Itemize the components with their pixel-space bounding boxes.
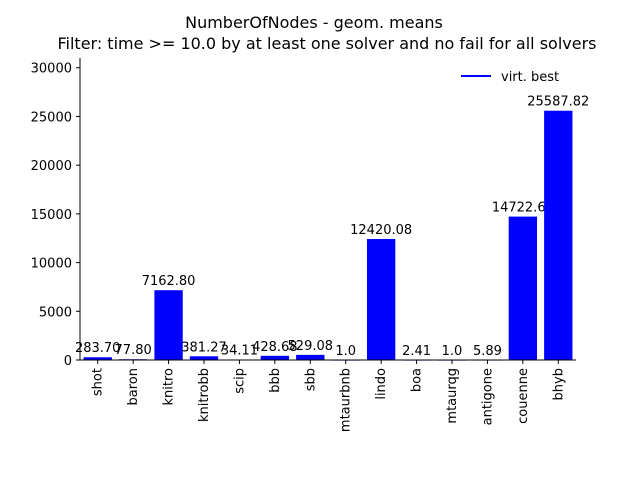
y-tick-label: 0 (64, 354, 72, 369)
y-tick-label: 30000 (31, 62, 72, 77)
bar-value-label: 34.11 (221, 344, 258, 359)
x-tick-label: sbb (303, 368, 318, 391)
bar (544, 110, 573, 361)
legend: virt. best (461, 70, 559, 85)
x-tick-label: mtaurqg (445, 368, 460, 424)
bar-value-label: 25587.82 (527, 95, 589, 110)
chart-subtitle: Filter: time >= 10.0 by at least one sol… (57, 34, 596, 53)
bar-value-label: 7162.80 (142, 274, 196, 289)
x-tick-label: antigone (480, 368, 495, 425)
x-tick-label: bhyb (551, 368, 566, 400)
x-tick-label: baron (126, 368, 141, 405)
bar-value-label: 529.08 (288, 339, 334, 354)
legend-label: virt. best (501, 70, 559, 85)
bar-value-label: 14722.67 (492, 201, 554, 216)
bar-value-label: 2.41 (402, 344, 431, 359)
bar-value-label: 1.0 (335, 344, 356, 359)
bar (83, 357, 112, 360)
bar-value-label: 1.0 (442, 344, 463, 359)
bar-value-label: 5.89 (473, 344, 502, 359)
y-tick-label: 5000 (39, 305, 72, 320)
bar (296, 354, 325, 360)
chart-title: NumberOfNodes - geom. means (185, 13, 443, 32)
x-tick-label: shot (91, 368, 106, 396)
bar-value-label: 283.70 (75, 341, 121, 356)
bar (260, 355, 290, 360)
x-tick-label: lindo (374, 368, 389, 400)
bar (508, 216, 538, 360)
y-tick-label: 10000 (31, 257, 72, 272)
bar-value-label: 381.27 (181, 340, 227, 355)
bar-value-label: 428.68 (252, 340, 298, 355)
bar-value-label: 77.80 (115, 343, 152, 358)
x-tick-label: scip (232, 368, 247, 394)
y-tick-label: 25000 (31, 110, 72, 125)
x-tick-label: bbb (268, 368, 283, 393)
bar-value-label: 12420.08 (350, 223, 412, 238)
x-tick-label: knitro (162, 368, 177, 406)
y-tick-label: 20000 (31, 159, 72, 174)
x-tick-label: knitrobb (197, 368, 212, 422)
bar (366, 239, 396, 360)
bar (189, 356, 219, 360)
x-tick-label: boa (410, 368, 425, 392)
y-tick-label: 15000 (31, 208, 72, 223)
bar (154, 290, 183, 360)
x-tick-label: mtaurbnb (339, 368, 354, 432)
x-tick-label: couenne (516, 368, 531, 424)
